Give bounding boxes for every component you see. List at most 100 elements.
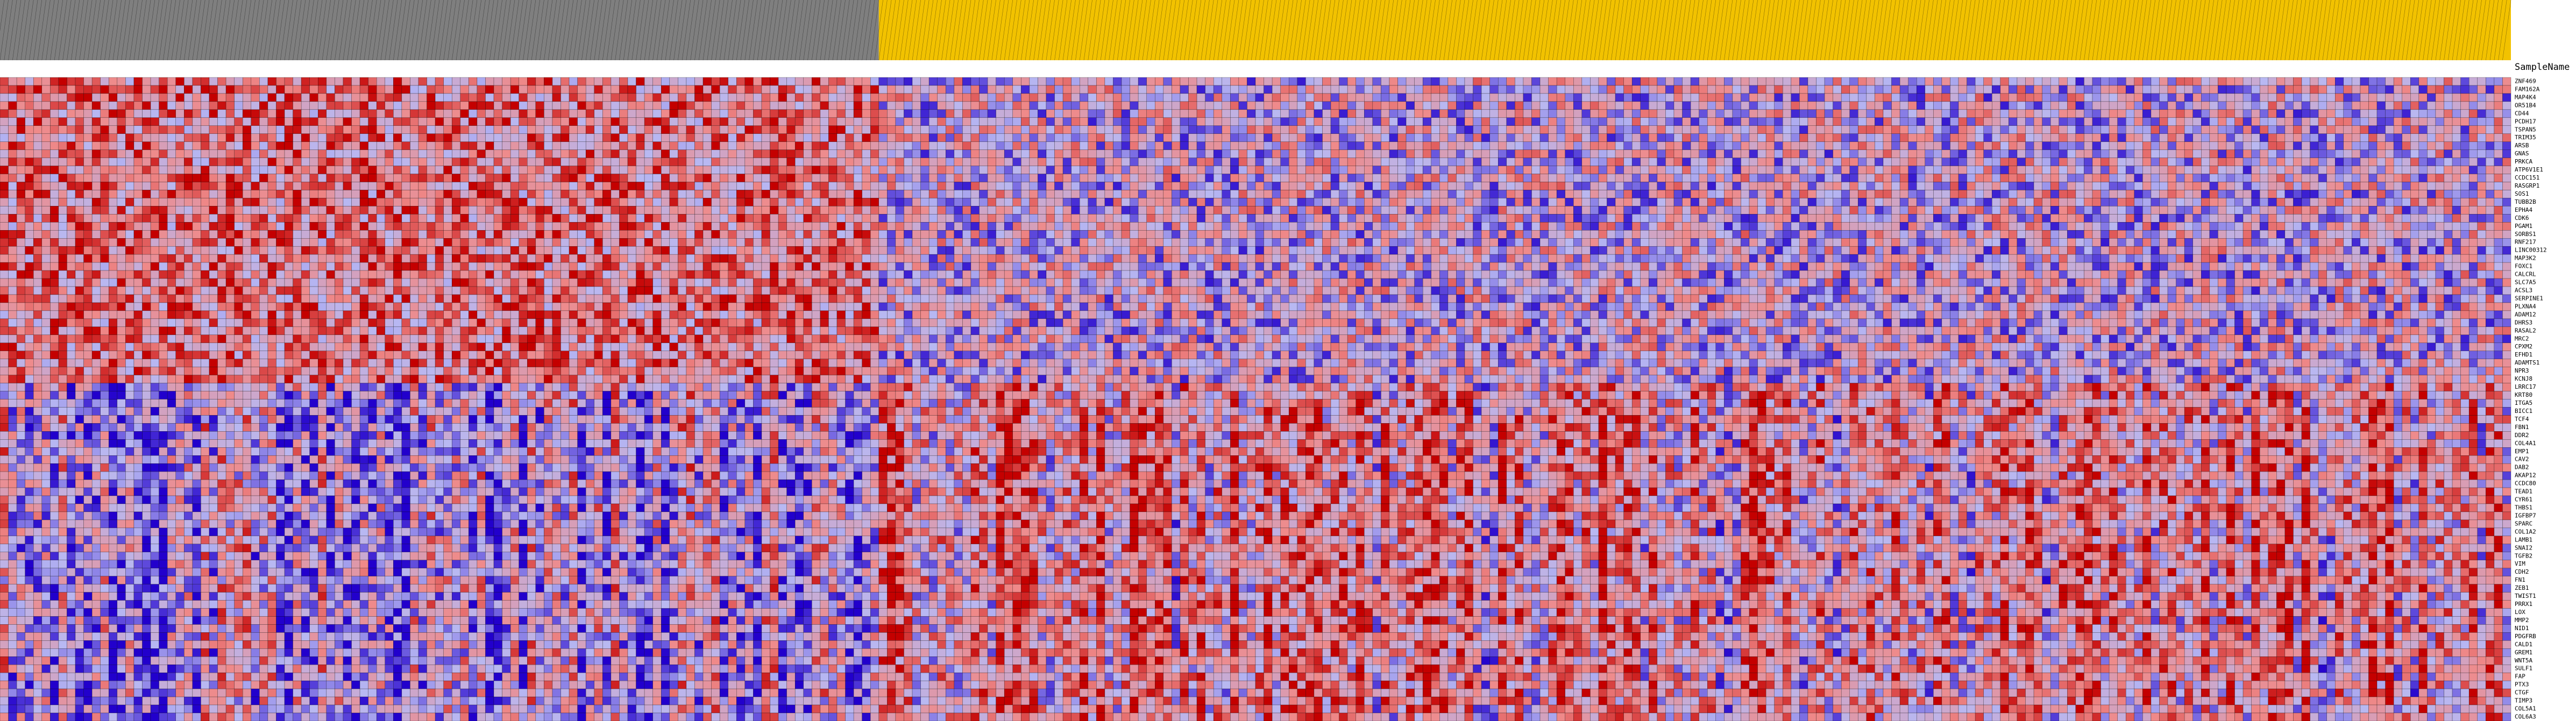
- heatmap-cell: [887, 134, 896, 142]
- heatmap-cell: [1473, 142, 1482, 150]
- heatmap-cell: [1138, 198, 1147, 206]
- heatmap-cell: [0, 142, 9, 150]
- heatmap-cell: [1582, 118, 1591, 126]
- heatmap-cell: [988, 77, 996, 85]
- heatmap-cell: [1683, 110, 1691, 118]
- heatmap-cell: [921, 206, 929, 214]
- heatmap-cell: [1305, 94, 1314, 102]
- heatmap-cell: [929, 142, 938, 150]
- heatmap-cell: [820, 198, 829, 206]
- heatmap-cell: [1607, 174, 1616, 182]
- heatmap-cell: [1749, 174, 1758, 182]
- heatmap-cell: [1038, 142, 1046, 150]
- heatmap-cell: [1724, 77, 1733, 85]
- heatmap-cell: [109, 142, 117, 150]
- heatmap-cell: [770, 102, 779, 110]
- heatmap-cell: [678, 190, 686, 198]
- heatmap-cell: [485, 110, 494, 118]
- heatmap-cell: [1490, 126, 1499, 134]
- heatmap-cell: [50, 206, 59, 214]
- heatmap-cell: [301, 77, 310, 85]
- heatmap-cell: [1992, 198, 2000, 206]
- heatmap-cell: [1783, 150, 1791, 158]
- heatmap-cell: [2050, 118, 2059, 126]
- heatmap-cell: [1933, 166, 1942, 174]
- heatmap-cell: [2243, 150, 2252, 158]
- heatmap-cell: [1933, 158, 1942, 166]
- heatmap-cell: [510, 85, 519, 94]
- heatmap-cell: [1247, 85, 1255, 94]
- heatmap-cell: [954, 190, 963, 198]
- heatmap-cell: [410, 134, 418, 142]
- heatmap-cell: [2176, 142, 2185, 150]
- heatmap-cell: [653, 110, 662, 118]
- heatmap-cell: [946, 126, 954, 134]
- heatmap-cell: [318, 94, 327, 102]
- heatmap-cell: [1490, 110, 1499, 118]
- heatmap-cell: [1322, 150, 1331, 158]
- heatmap-cell: [310, 206, 318, 214]
- heatmap-cell: [2092, 102, 2101, 110]
- heatmap-cell: [125, 110, 134, 118]
- heatmap-cell: [578, 94, 586, 102]
- heatmap-cell: [1490, 182, 1499, 190]
- heatmap-cell: [1507, 142, 1515, 150]
- heatmap-cell: [1958, 110, 1967, 118]
- heatmap-cell: [2034, 85, 2042, 94]
- heatmap-cell: [1038, 158, 1046, 166]
- heatmap-cell: [1683, 94, 1691, 102]
- heatmap-cell: [151, 94, 159, 102]
- heatmap-cell: [134, 110, 143, 118]
- heatmap-cell: [887, 198, 896, 206]
- heatmap-cell: [2252, 150, 2260, 158]
- heatmap-cell: [812, 198, 820, 206]
- heatmap-cell: [2210, 102, 2218, 110]
- heatmap-cell: [1214, 110, 1222, 118]
- heatmap-cell: [1850, 142, 1858, 150]
- heatmap-cell: [2494, 77, 2503, 85]
- heatmap-cell: [1473, 94, 1482, 102]
- heatmap-cell: [569, 182, 578, 190]
- heatmap-cell: [109, 174, 117, 182]
- heatmap-cell: [2000, 150, 2009, 158]
- heatmap-cell: [2368, 190, 2377, 198]
- heatmap-cell: [2394, 110, 2402, 118]
- heatmap-cell: [1180, 94, 1189, 102]
- heatmap-cell: [703, 150, 712, 158]
- heatmap-cell: [243, 102, 251, 110]
- heatmap-cell: [193, 150, 201, 158]
- heatmap-cell: [485, 158, 494, 166]
- heatmap-cell: [1724, 198, 1733, 206]
- heatmap-cell: [251, 118, 260, 126]
- heatmap-cell: [812, 174, 820, 182]
- heatmap-cells: [0, 77, 2511, 721]
- heatmap-cell: [9, 150, 17, 158]
- heatmap-cell: [243, 77, 251, 85]
- heatmap-cell: [2000, 166, 2009, 174]
- heatmap-cell: [1347, 134, 1356, 142]
- heatmap-cell: [929, 190, 938, 198]
- heatmap-cell: [1507, 190, 1515, 198]
- heatmap-cell: [2327, 102, 2336, 110]
- heatmap-cell: [377, 182, 385, 190]
- heatmap-cell: [519, 198, 528, 206]
- heatmap-cell: [569, 158, 578, 166]
- heatmap-cell: [1055, 142, 1063, 150]
- heatmap-cell: [1314, 118, 1323, 126]
- heatmap-cell: [2377, 118, 2386, 126]
- heatmap-cell: [2444, 142, 2453, 150]
- heatmap-cell: [226, 77, 235, 85]
- heatmap-cell: [1691, 126, 1699, 134]
- heatmap-cell: [2176, 77, 2185, 85]
- heatmap-cell: [828, 77, 837, 85]
- heatmap-cell: [804, 198, 812, 206]
- heatmap-cell: [109, 85, 117, 94]
- heatmap-cell: [846, 118, 854, 126]
- heatmap-cell: [259, 85, 268, 94]
- heatmap-cell: [1825, 142, 1833, 150]
- heatmap-cell: [1163, 77, 1172, 85]
- heatmap-cell: [2109, 126, 2118, 134]
- heatmap-cell: [980, 142, 988, 150]
- heatmap-cell: [1055, 182, 1063, 190]
- heatmap-cell: [527, 150, 536, 158]
